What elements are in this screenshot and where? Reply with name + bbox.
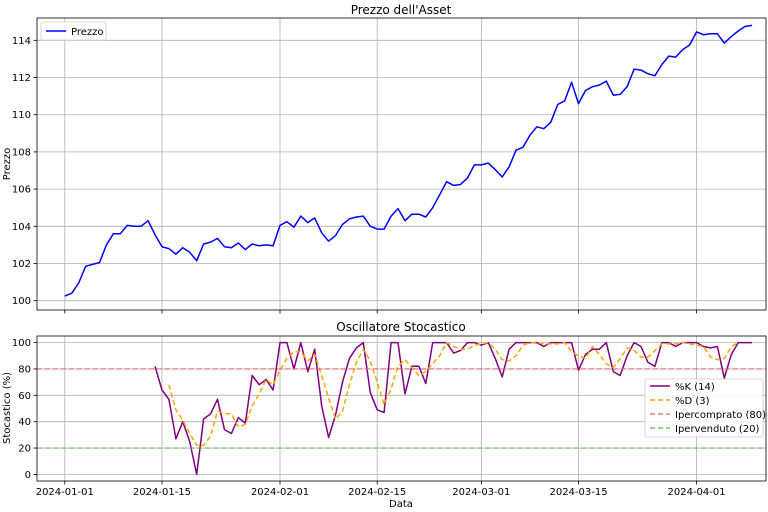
legend-label-oversold: Ipervenduto (20) — [675, 424, 759, 435]
stochastic-tick-label-y: 0 — [25, 470, 31, 481]
price-chart-title: Prezzo dell'Asset — [351, 3, 452, 17]
price-tick-label-y: 108 — [12, 147, 31, 158]
price-tick-label-y: 100 — [12, 296, 31, 307]
stochastic-tick-label-x: 2024-01-01 — [36, 487, 94, 498]
stochastic-tick-label-y: 100 — [12, 338, 31, 349]
stochastic-chart-x-ticks: 2024-01-01 2024-01-15 2024-02-01 2024-02-15… — [36, 481, 726, 498]
stochastic-tick-label-x: 2024-03-15 — [549, 487, 607, 498]
price-tick-label-y: 106 — [12, 185, 31, 196]
stochastic-tick-label-x: 2024-01-15 — [133, 487, 191, 498]
legend-label-overbought: Ipercomprato (80) — [675, 410, 766, 421]
legend-label-k: %K (14) — [675, 382, 715, 393]
price-chart: Prezzo dell'Asset 1001021041061081101121… — [2, 3, 767, 314]
series-prezzo — [64, 24, 753, 297]
stochastic-chart-frame — [36, 335, 767, 482]
stochastic-tick-label-y: 80 — [18, 364, 31, 375]
price-tick-label-y: 104 — [12, 222, 31, 233]
series-k-14 — [154, 341, 753, 476]
stochastic-chart-legend: %K (14) %D (3) Ipercomprato (80) Iperven… — [644, 378, 766, 438]
stochastic-chart-title: Oscillatore Stocastico — [336, 320, 465, 334]
stochastic-chart-series — [37, 341, 766, 476]
stochastic-tick-label-y: 20 — [18, 444, 31, 455]
stochastic-tick-label-x: 2024-02-15 — [348, 487, 406, 498]
stochastic-chart-x-label: Data — [389, 499, 413, 510]
price-chart-y-ticks: 100 102 104 106 108 110 112 114 — [12, 36, 37, 307]
price-tick-label-y: 112 — [12, 73, 31, 84]
price-chart-y-label: Prezzo — [2, 148, 13, 181]
stochastic-tick-label-x: 2024-03-01 — [452, 487, 510, 498]
price-chart-grid — [37, 18, 766, 310]
price-tick-label-y: 102 — [12, 259, 31, 270]
price-chart-legend: Prezzo — [40, 21, 107, 41]
stochastic-tick-label-x: 2024-04-01 — [668, 487, 726, 498]
price-chart-frame — [36, 17, 767, 311]
legend-label-d: %D (3) — [675, 396, 710, 407]
price-chart-series — [64, 24, 753, 297]
price-tick-label-y: 114 — [12, 36, 31, 47]
stochastic-tick-label-y: 40 — [18, 417, 31, 428]
series-d-3 — [168, 341, 739, 447]
legend-label-prezzo: Prezzo — [71, 27, 104, 38]
price-chart-x-ticks — [64, 310, 697, 314]
stochastic-chart-y-ticks: 0 20 40 60 80 100 — [12, 338, 37, 481]
stochastic-tick-label-y: 60 — [18, 391, 31, 402]
stochastic-chart-y-label: Stocastico (%) — [2, 372, 13, 444]
stochastic-tick-label-x: 2024-02-01 — [251, 487, 309, 498]
stochastic-chart: Oscillatore Stocastico 0 20 40 60 80 100 2024… — [2, 320, 767, 510]
price-tick-label-y: 110 — [12, 110, 31, 121]
